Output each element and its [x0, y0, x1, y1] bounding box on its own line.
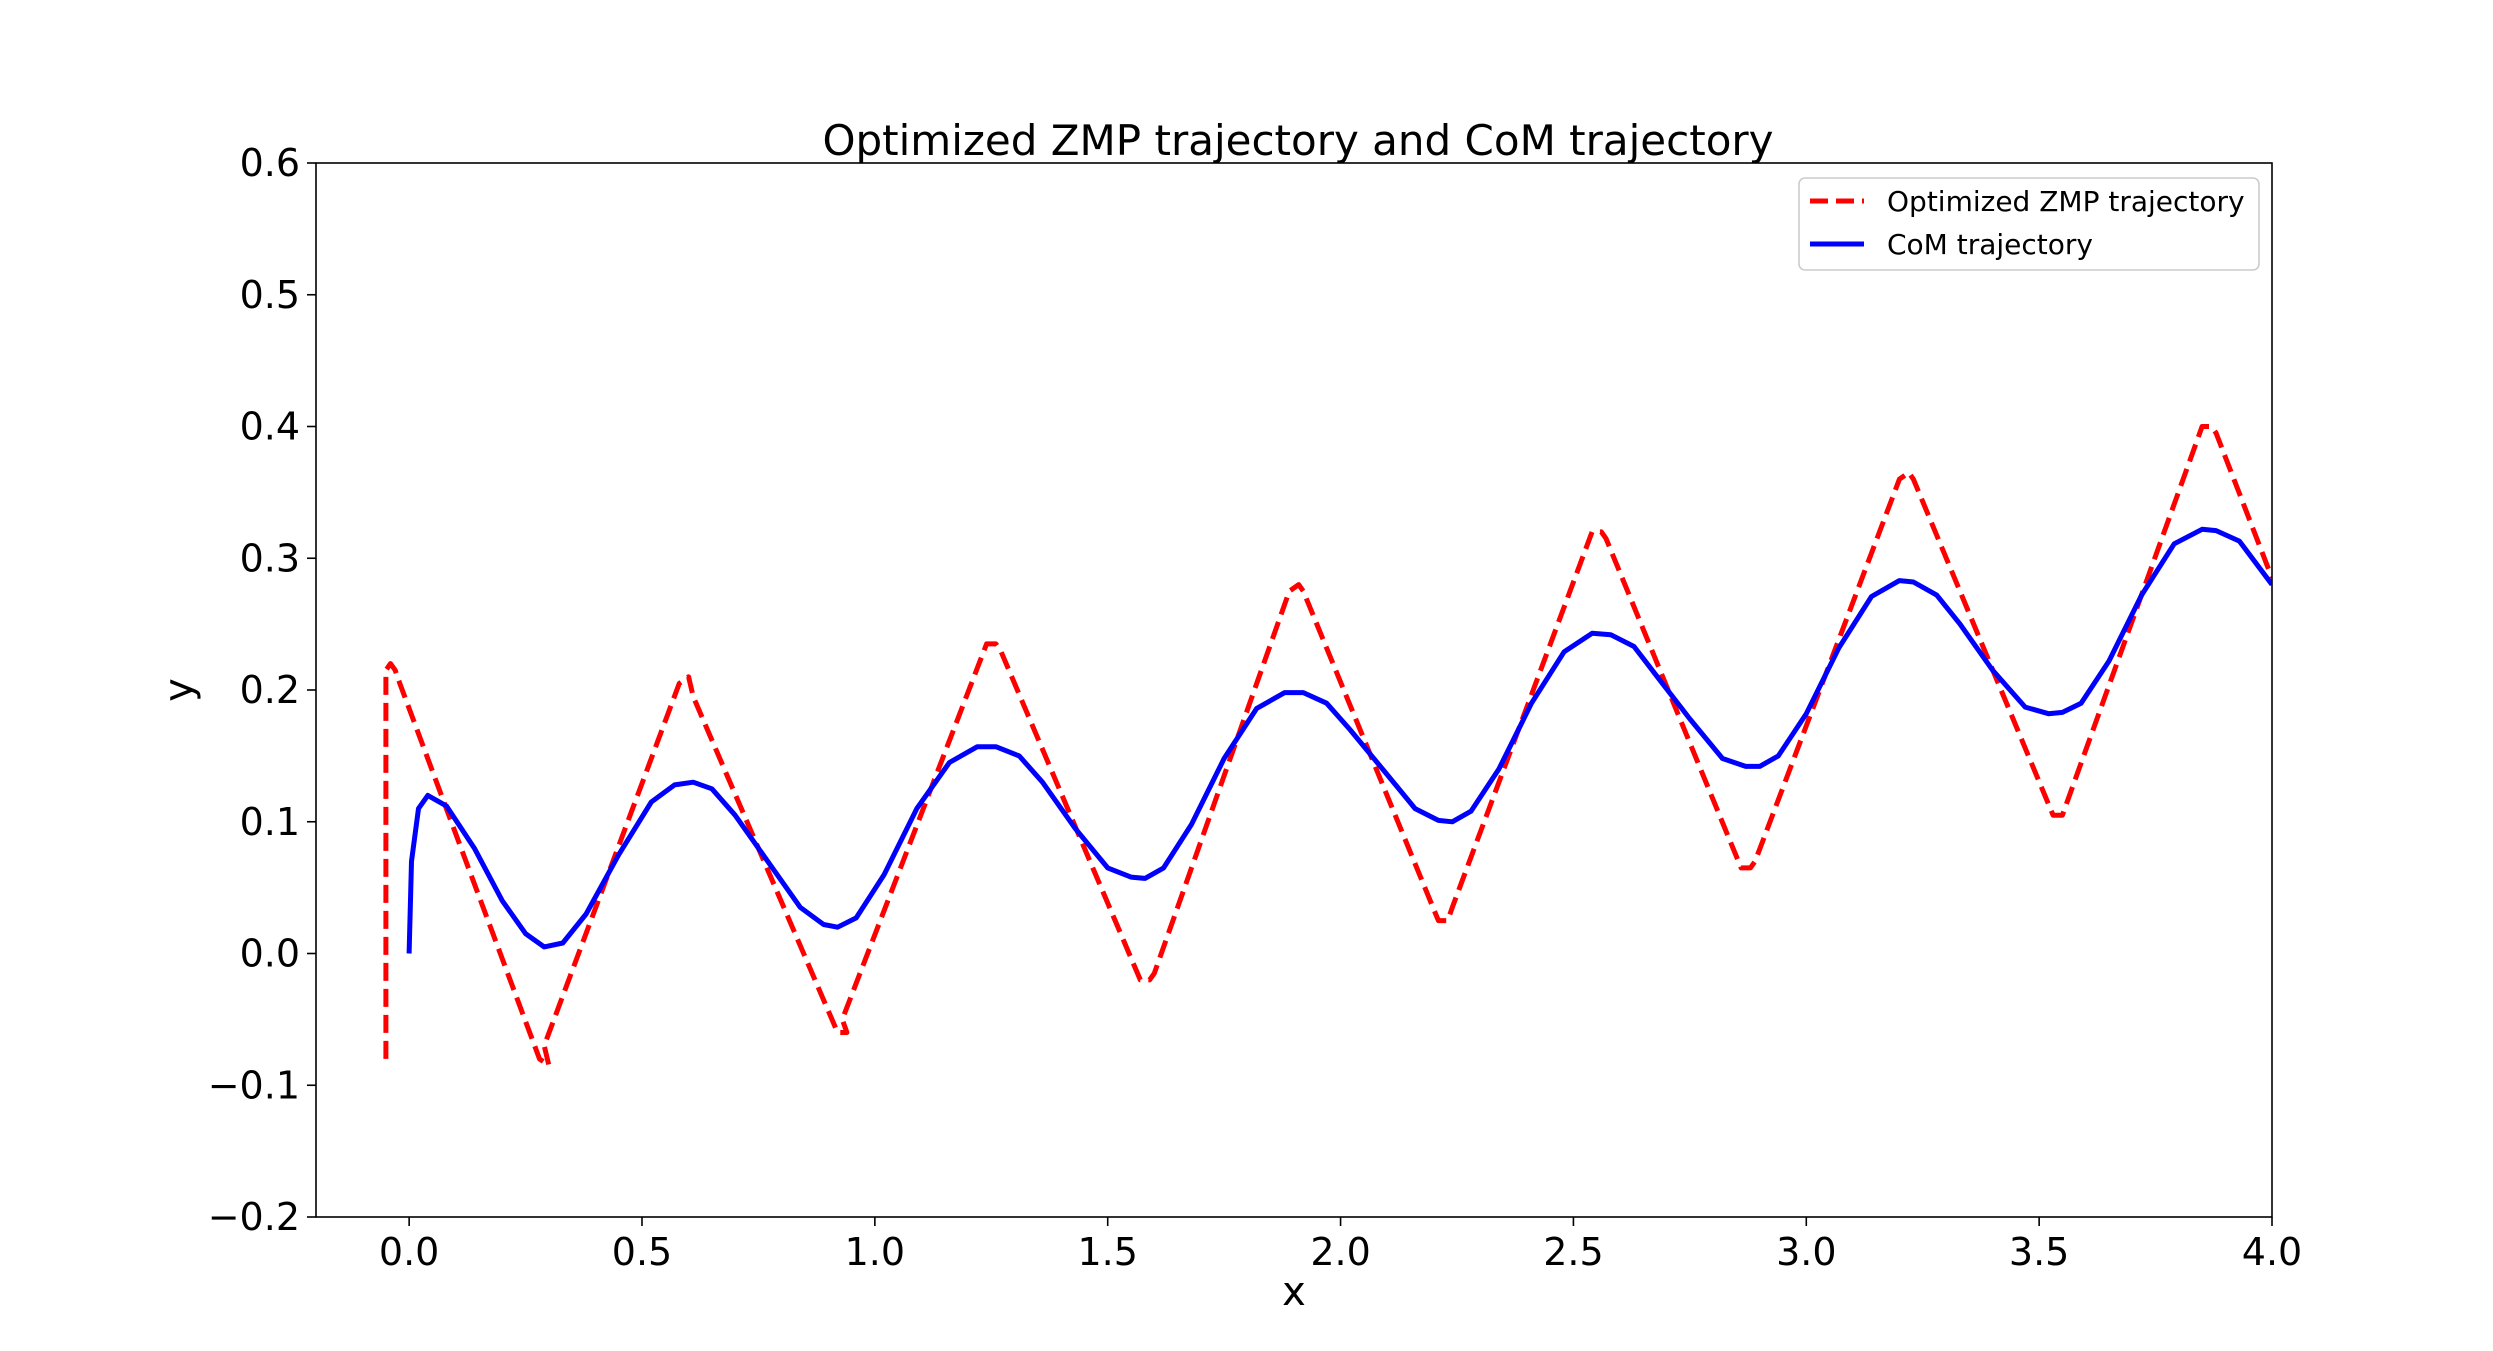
y-tick-label: 0.2 — [240, 668, 300, 712]
series-group — [383, 424, 2272, 1068]
chart-title: Optimized ZMP trajectory and CoM traject… — [822, 116, 1773, 165]
y-tick-label: 0.6 — [240, 141, 300, 185]
x-tick-label: 0.0 — [379, 1230, 439, 1274]
x-tick-label: 3.0 — [1776, 1230, 1836, 1274]
y-tick-label: 0.0 — [240, 932, 300, 976]
y-axis-label: y — [156, 678, 202, 702]
x-axis: 0.0 0.5 1.0 1.5 2.0 2.5 3.0 3.5 4.0 — [379, 1217, 2302, 1274]
x-tick-label: 3.5 — [2009, 1230, 2069, 1274]
y-tick-label: −0.1 — [208, 1063, 300, 1107]
legend-box — [1798, 177, 2260, 271]
y-tick-label: 0.1 — [240, 800, 300, 844]
x-tick-label: 1.5 — [1077, 1230, 1137, 1274]
y-tick-label: 0.4 — [240, 405, 300, 449]
y-tick-label: 0.3 — [240, 536, 300, 580]
legend: Optimized ZMP trajectory CoM trajectory — [1798, 177, 2260, 271]
x-tick-label: 4.0 — [2242, 1230, 2302, 1274]
series-line-com — [406, 526, 2272, 954]
y-tick-label: 0.5 — [240, 273, 300, 317]
x-tick-label: 1.0 — [845, 1230, 905, 1274]
y-tick-label: −0.2 — [208, 1195, 300, 1239]
x-axis-label: x — [1282, 1269, 1306, 1315]
y-axis: −0.2 −0.1 0.0 0.1 0.2 0.3 0.4 0.5 0.6 — [208, 141, 316, 1239]
x-tick-label: 0.5 — [612, 1230, 672, 1274]
x-tick-label: 2.5 — [1543, 1230, 1603, 1274]
x-tick-label: 2.0 — [1310, 1230, 1370, 1274]
series-line-zmp — [383, 424, 2272, 1068]
legend-label-com: CoM trajectory — [1887, 228, 2093, 261]
legend-label-zmp: Optimized ZMP trajectory — [1887, 185, 2245, 218]
